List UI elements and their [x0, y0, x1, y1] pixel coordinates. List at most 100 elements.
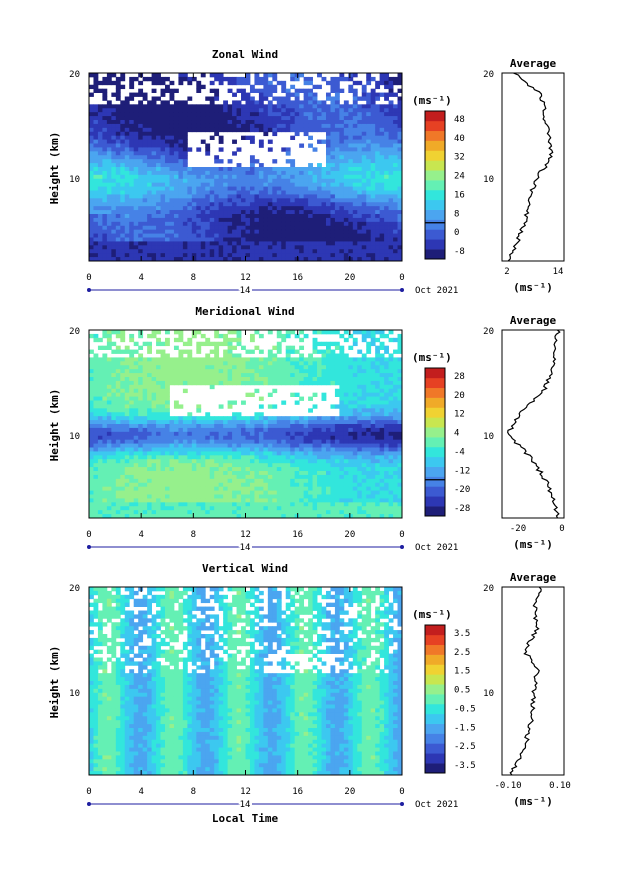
heat-cell [317, 249, 322, 254]
heat-cell [214, 245, 220, 250]
heat-cell [200, 182, 206, 187]
heat-cell [321, 217, 327, 223]
heat-cell [334, 143, 340, 148]
heat-cell [388, 257, 394, 262]
heat-cell [308, 100, 313, 105]
heat-cell [223, 494, 229, 499]
heat-cell [133, 377, 139, 382]
heat-cell [379, 131, 385, 137]
heat-cell [258, 80, 264, 86]
heat-cell [200, 217, 206, 223]
heat-cell [236, 198, 242, 203]
heat-cell [124, 451, 130, 456]
heat-cell [156, 443, 161, 448]
heat-cell [397, 190, 403, 195]
heat-cell [343, 202, 349, 207]
heat-cell [120, 210, 126, 215]
heat-cell [267, 186, 273, 191]
x-tick-label: 12 [240, 273, 251, 283]
heat-cell [151, 380, 157, 386]
heat-cell [129, 241, 135, 246]
heat-cell [294, 206, 300, 211]
heat-cell [245, 451, 251, 456]
heat-cell [370, 151, 376, 156]
heat-cell [325, 120, 331, 125]
heat-cell [321, 139, 327, 144]
heat-cell [138, 439, 144, 444]
heat-cell [205, 377, 211, 382]
heat-cell [151, 123, 157, 129]
heat-cell [241, 190, 246, 195]
heat-cell [348, 131, 354, 137]
heat-cell [294, 237, 300, 242]
heat-cell [115, 424, 121, 429]
heat-cell [89, 510, 94, 515]
heat-cell [223, 482, 229, 488]
heat-cell [133, 237, 139, 242]
heat-cell [317, 420, 322, 425]
heat-cell [375, 198, 381, 203]
heat-cell [294, 96, 300, 101]
heat-cell [151, 88, 157, 93]
heat-cell [93, 404, 99, 409]
heat-cell [169, 373, 175, 378]
heat-cell [111, 206, 117, 211]
heat-cell [102, 408, 108, 413]
heat-cell [272, 427, 278, 433]
heat-cell [169, 151, 175, 156]
heat-cell [182, 229, 188, 234]
heat-cell [249, 392, 255, 397]
heat-cell [173, 435, 179, 441]
heat-cell [191, 361, 197, 366]
heat-cell [370, 96, 376, 101]
heat-cell [281, 506, 287, 511]
heat-cell [317, 241, 322, 246]
heat-cell [97, 170, 103, 176]
heat-cell [138, 455, 144, 460]
heat-cell [361, 225, 367, 231]
heat-cell [281, 241, 287, 246]
heat-cell [272, 249, 278, 254]
heat-cell [93, 237, 99, 242]
heat-cell [393, 174, 398, 180]
colorbar-unit: (ms⁻¹) [412, 94, 452, 107]
heat-cell [223, 229, 229, 234]
heat-cell [133, 155, 139, 160]
heat-cell [138, 241, 144, 246]
heat-cell [366, 76, 372, 82]
heat-cell [169, 217, 175, 223]
heat-cell [343, 151, 349, 156]
heat-cell [384, 253, 389, 258]
heat-cell [151, 447, 157, 452]
heat-cell [151, 408, 157, 413]
heat-cell [254, 217, 260, 223]
heat-cell [93, 198, 99, 203]
heat-cell [218, 214, 224, 219]
heat-cell [147, 167, 152, 172]
heat-cell [249, 506, 255, 511]
heat-cell [120, 412, 126, 417]
heat-cell [169, 80, 175, 86]
heat-cell [267, 373, 273, 378]
heat-cell [160, 373, 166, 378]
heat-cell [169, 147, 175, 152]
heat-cell [165, 159, 170, 164]
heat-cell [303, 123, 309, 129]
heat-cell [254, 210, 260, 215]
heat-cell [97, 143, 103, 148]
heat-cell [191, 194, 197, 199]
heat-cell [120, 424, 126, 429]
heat-cell [97, 420, 103, 425]
heat-cell [147, 357, 152, 362]
heat-cell [317, 210, 322, 215]
heat-cell [232, 463, 237, 468]
heat-cell [205, 471, 211, 476]
heat-cell [227, 514, 233, 519]
heat-cell [187, 514, 193, 519]
heat-cell [173, 225, 179, 231]
heat-cell [258, 420, 264, 425]
heat-cell [142, 463, 148, 468]
heat-cell [384, 194, 389, 199]
heat-cell [97, 127, 103, 133]
heat-cell [361, 127, 367, 133]
